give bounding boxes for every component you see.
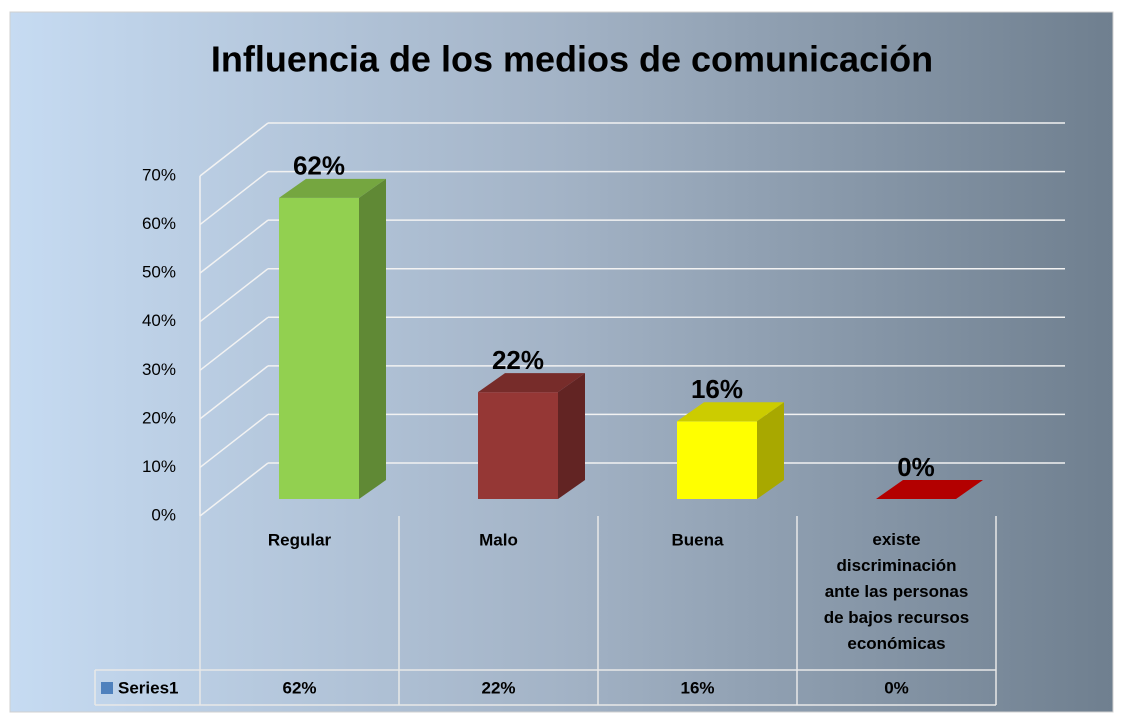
grid-line	[199, 219, 269, 274]
y-tick-label: 60%	[142, 214, 176, 233]
table-value: 62%	[282, 678, 316, 697]
y-tick-label: 10%	[142, 457, 176, 476]
x-tick-label: Regular	[268, 530, 332, 549]
bar-top	[478, 373, 585, 393]
table-value: 0%	[884, 678, 909, 697]
legend-label: Series1	[118, 678, 179, 697]
y-tick-label: 40%	[142, 311, 176, 330]
grid-line	[199, 316, 269, 371]
y-tick-label: 70%	[142, 165, 176, 184]
chart-area	[9, 11, 1114, 713]
data-label: 22%	[492, 345, 544, 375]
y-tick-label: 0%	[151, 505, 176, 524]
bar-front	[478, 392, 558, 499]
bar-front	[279, 197, 359, 499]
grid-line	[199, 170, 269, 226]
chart-title: Influencia de los medios de comunicación	[211, 39, 933, 80]
grid-line	[199, 268, 269, 323]
grid-line	[199, 122, 269, 177]
grid-line	[199, 413, 269, 469]
bar-front	[677, 421, 757, 499]
x-tick-label: Buena	[672, 530, 725, 549]
bar-side	[558, 373, 585, 499]
x-tick-label: Malo	[479, 530, 518, 549]
table-value: 16%	[680, 678, 714, 697]
data-label: 62%	[293, 151, 345, 181]
data-label: 0%	[897, 452, 935, 482]
y-tick-label: 30%	[142, 360, 176, 379]
bar-top	[279, 178, 386, 198]
bar-top	[876, 480, 983, 499]
x-tick-label: existe discriminación ante las personas de …	[824, 530, 970, 653]
y-tick-label: 50%	[142, 263, 176, 282]
grid-line	[199, 365, 269, 420]
table-value: 22%	[481, 678, 515, 697]
bar-side	[359, 178, 386, 499]
grid-line	[199, 462, 269, 517]
bar-side	[757, 402, 784, 499]
y-tick-label: 20%	[142, 408, 176, 427]
data-label: 16%	[691, 374, 743, 404]
bar-top	[677, 402, 784, 422]
legend-swatch	[101, 682, 113, 694]
